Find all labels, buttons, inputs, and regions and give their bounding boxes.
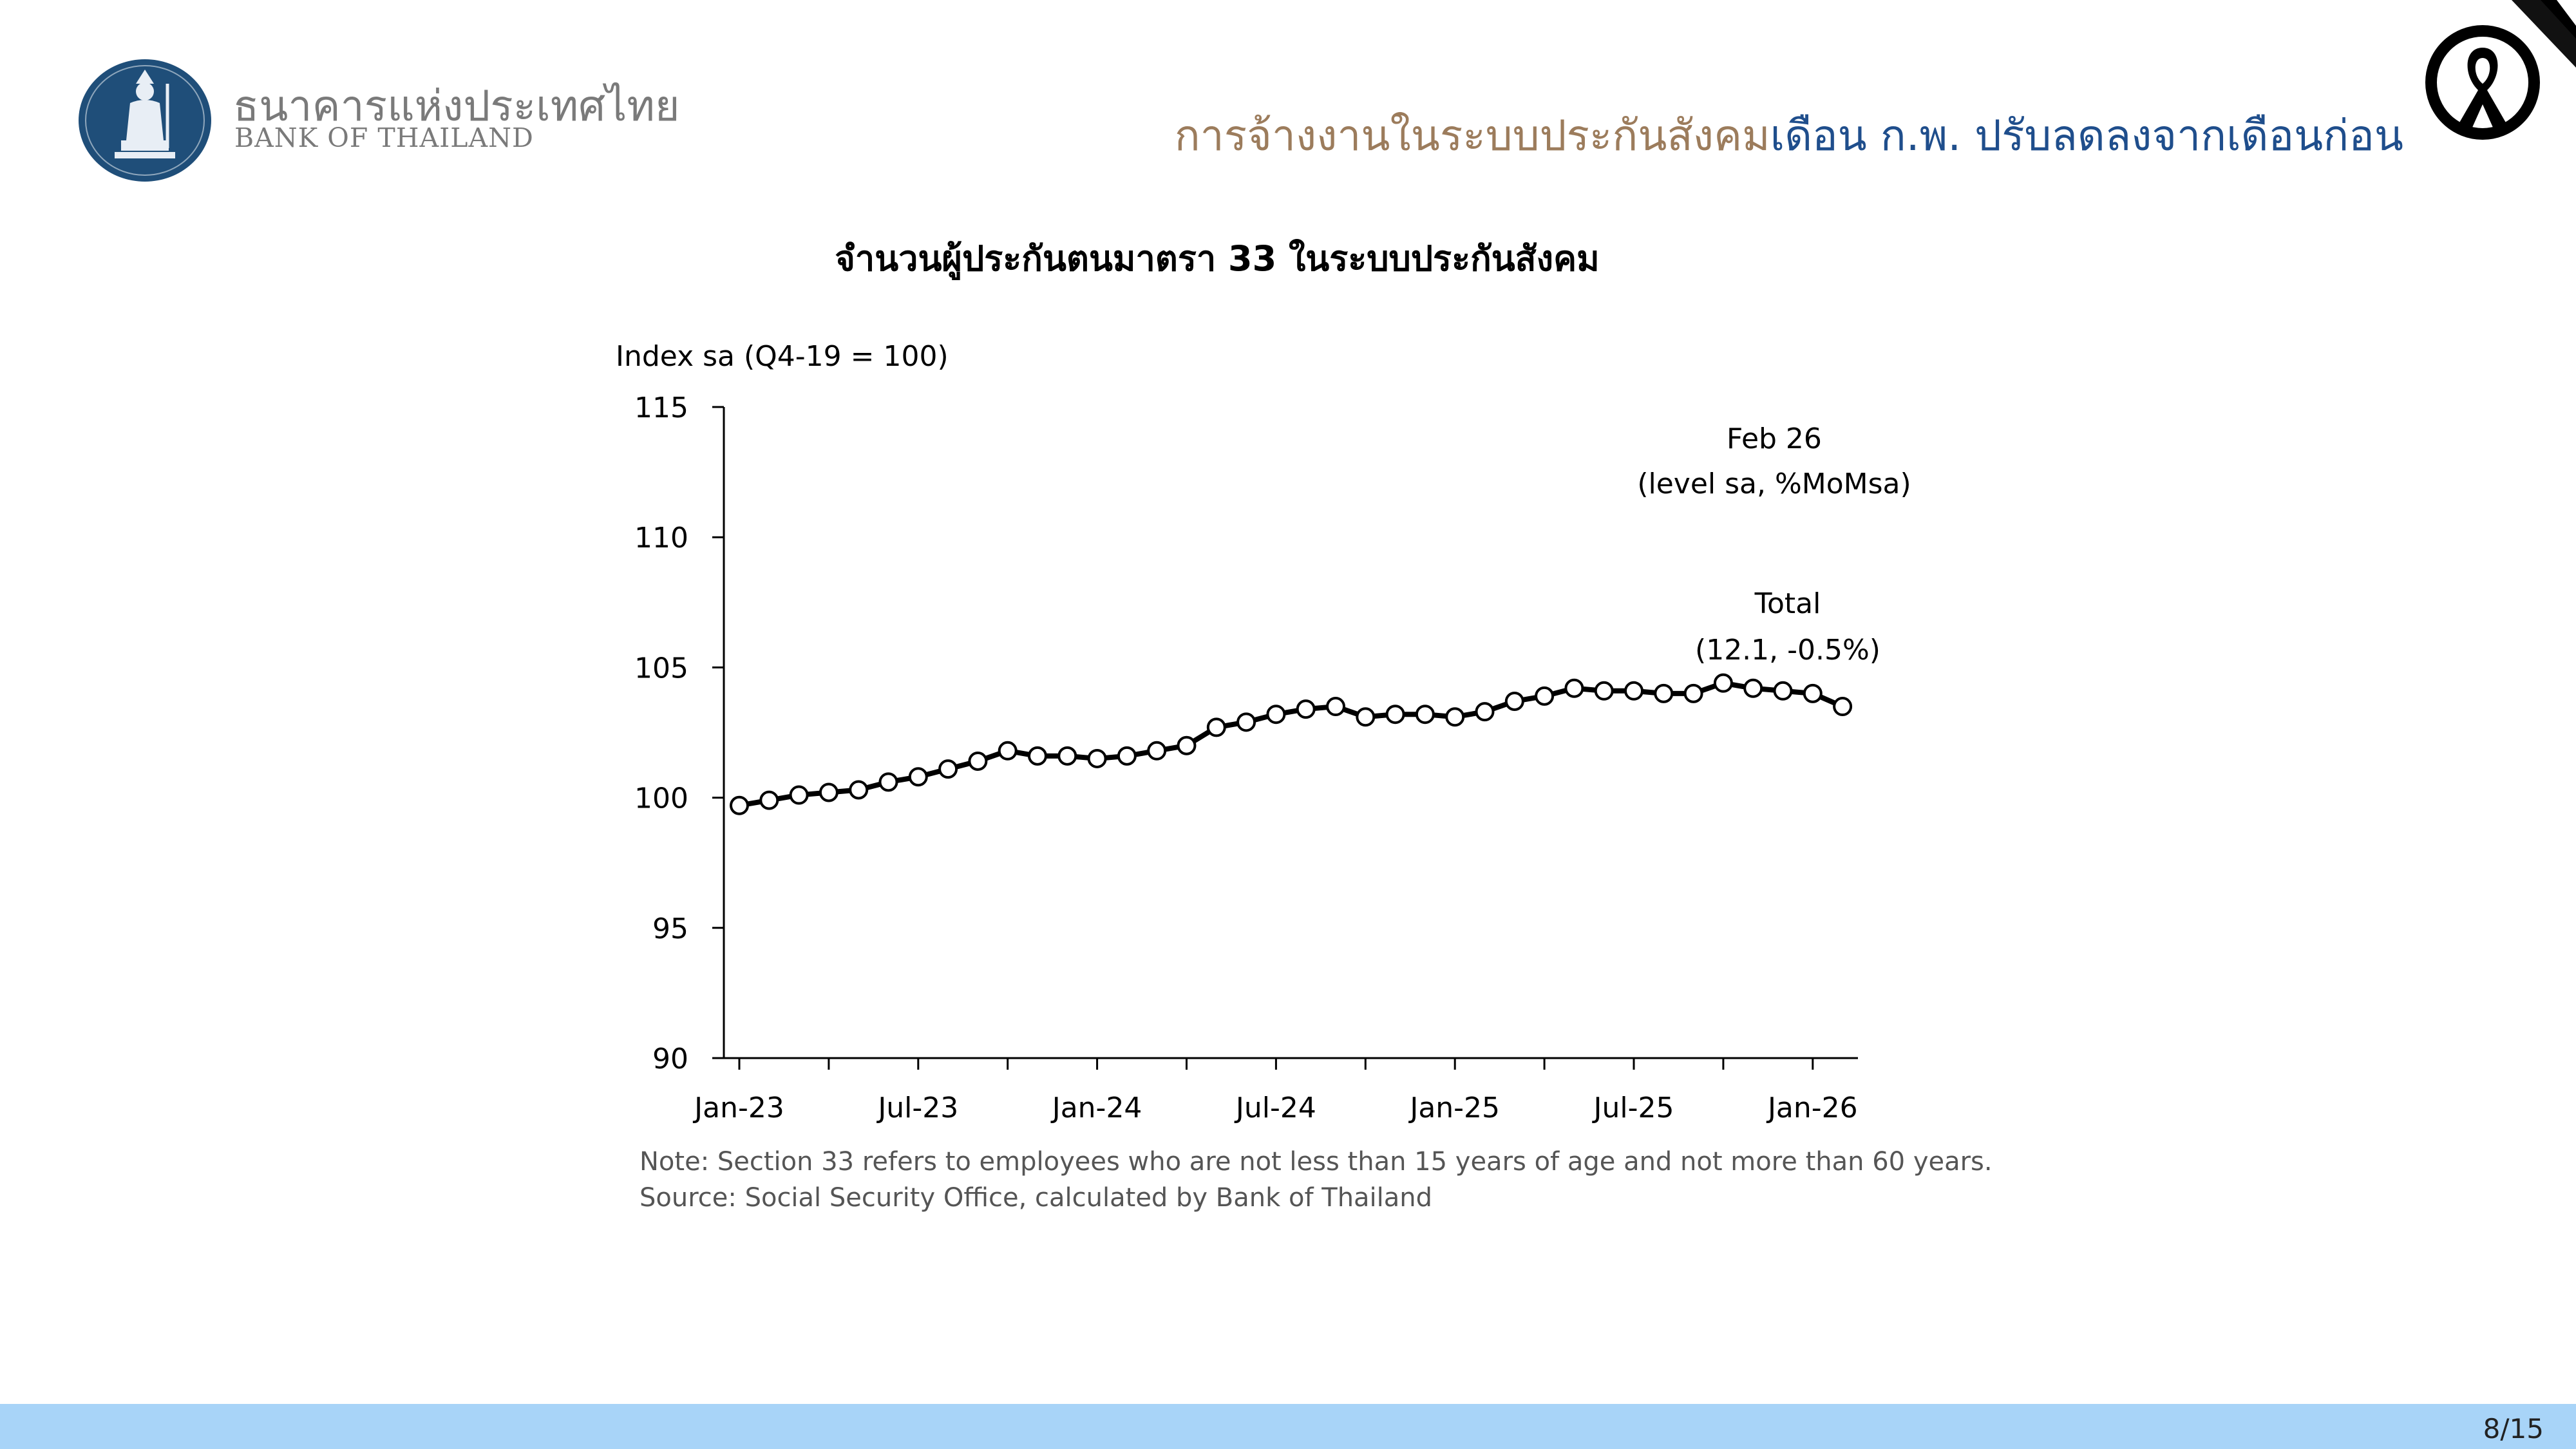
x-axis-ticks: Jan-23 Jul-23 Jan-24 Jul-24 Jan-25 Jul-25 Jan-… xyxy=(692,1058,1858,1124)
note-text: Note: Section 33 refers to employees who… xyxy=(639,1147,1993,1177)
series-total-line xyxy=(739,680,1844,808)
data-point-Aug-24 xyxy=(1296,699,1316,719)
data-point-Oct-24 xyxy=(1356,707,1376,727)
data-point-Nov-25 xyxy=(1743,678,1763,698)
page-title-part1: การจ้างงานในระบบประกันสังคม xyxy=(1174,111,1770,160)
series-total-points xyxy=(730,673,1853,815)
data-point-May-23 xyxy=(849,780,869,800)
data-point-Jun-24 xyxy=(1236,712,1256,732)
data-point-Dec-23 xyxy=(1057,746,1077,766)
data-point-Sep-23 xyxy=(968,751,988,771)
data-point-Jan-25 xyxy=(1445,707,1465,727)
logo-english-name: BANK OF THAILAND xyxy=(234,122,534,153)
source-text: Source: Social Security Office, calculat… xyxy=(639,1183,1433,1213)
data-point-Jul-23 xyxy=(908,767,928,787)
data-point-Jul-24 xyxy=(1266,705,1286,724)
data-point-Jan-26 xyxy=(1803,683,1823,703)
annotation-unit: (level sa, %MoMsa) xyxy=(1637,468,1911,500)
page-number: 8/15 xyxy=(2483,1413,2544,1444)
data-point-Jan-24 xyxy=(1087,748,1107,768)
y-tick-label: 110 xyxy=(634,522,688,554)
logo-thai-name: ธนาคารแห่งประเทศไทย xyxy=(233,81,680,131)
y-tick-label: 115 xyxy=(634,392,688,424)
x-tick-label: Jan-25 xyxy=(1408,1092,1500,1124)
data-point-Feb-26 xyxy=(1833,697,1853,717)
data-point-Sep-25 xyxy=(1683,683,1703,703)
data-point-Apr-24 xyxy=(1177,735,1197,755)
data-point-Jun-23 xyxy=(878,772,898,792)
chart-notes: Note: Section 33 refers to employees who… xyxy=(639,1144,1993,1216)
data-point-Mar-24 xyxy=(1147,741,1167,761)
x-tick-label: Jul-25 xyxy=(1592,1092,1674,1124)
data-point-Apr-25 xyxy=(1535,686,1555,706)
x-tick-label: Jul-24 xyxy=(1234,1092,1316,1124)
data-point-Feb-25 xyxy=(1475,702,1495,722)
data-point-May-24 xyxy=(1206,717,1226,737)
bank-of-thailand-seal-icon xyxy=(79,59,211,182)
data-point-Feb-24 xyxy=(1117,746,1137,766)
y-tick-label: 95 xyxy=(652,913,688,945)
data-point-Mar-25 xyxy=(1504,691,1524,711)
page-title: การจ้างงานในระบบประกันสังคมเดือน ก.พ. ปร… xyxy=(1175,102,2403,169)
data-point-Jul-25 xyxy=(1624,681,1643,701)
data-point-Dec-25 xyxy=(1773,681,1793,701)
x-tick-label: Jan-26 xyxy=(1766,1092,1858,1124)
data-point-Feb-23 xyxy=(759,790,779,810)
data-point-Oct-23 xyxy=(998,741,1018,761)
data-point-Apr-23 xyxy=(819,782,838,802)
x-tick-label: Jul-23 xyxy=(876,1092,958,1124)
annotation-series-value: (12.1, -0.5%) xyxy=(1695,634,1880,667)
data-point-Jun-25 xyxy=(1594,681,1614,701)
x-tick-label: Jan-23 xyxy=(692,1092,784,1124)
y-axis-label: Index sa (Q4-19 = 100) xyxy=(616,340,949,373)
annotation-series-name: Total xyxy=(1754,587,1821,620)
data-point-Aug-23 xyxy=(938,759,958,779)
data-point-Jan-23 xyxy=(730,795,749,815)
data-point-Aug-25 xyxy=(1654,683,1674,703)
annotation-date: Feb 26 xyxy=(1727,422,1822,455)
chart-title: จำนวนผู้ประกันตนมาตรา 33 ในระบบประกันสัง… xyxy=(835,238,1599,280)
data-point-Mar-23 xyxy=(789,785,809,805)
y-tick-label: 90 xyxy=(652,1043,688,1075)
data-point-Sep-24 xyxy=(1326,697,1345,717)
x-tick-label: Jan-24 xyxy=(1050,1092,1142,1124)
data-point-Oct-25 xyxy=(1713,673,1733,693)
data-point-May-25 xyxy=(1564,678,1584,698)
mourning-ribbon-icon xyxy=(2425,0,2576,140)
footer-bar xyxy=(0,1404,2576,1449)
y-tick-label: 100 xyxy=(634,782,688,815)
page-title-part2: เดือน ก.พ. ปรับลดลงจากเดือนก่อน xyxy=(1770,111,2403,160)
y-tick-label: 105 xyxy=(634,652,688,685)
data-point-Nov-23 xyxy=(1028,746,1047,766)
data-point-Dec-24 xyxy=(1415,705,1435,724)
data-point-Nov-24 xyxy=(1385,705,1405,724)
y-axis-ticks: 90 95 100 105 110 115 xyxy=(634,392,724,1075)
